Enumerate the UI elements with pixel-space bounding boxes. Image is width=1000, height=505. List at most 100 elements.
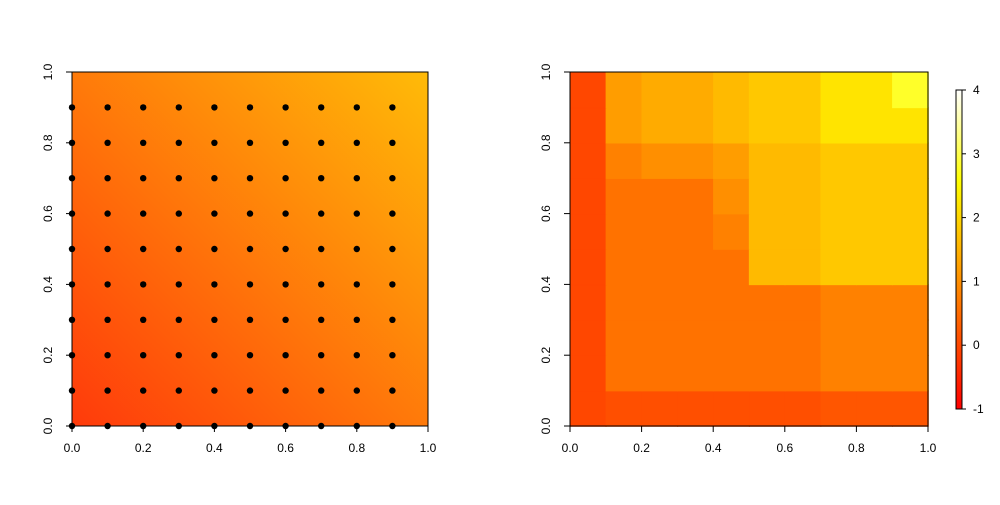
heatmap-cell [892, 355, 929, 392]
data-point [389, 245, 396, 253]
heatmap-cell [892, 390, 929, 427]
heatmap-cell [569, 390, 607, 427]
heatmap-cell [820, 248, 858, 286]
colorbar-tick-label: -1 [973, 402, 984, 416]
heatmap-cell [713, 390, 750, 427]
heatmap-cell [856, 319, 893, 356]
data-point [211, 175, 218, 182]
heatmap-cell [677, 142, 714, 179]
data-point [246, 316, 254, 323]
heatmap-cell [713, 213, 750, 250]
heatmap-cell [856, 248, 893, 286]
heatmap-cell [713, 71, 750, 109]
data-point [140, 352, 147, 359]
data-point [175, 352, 182, 359]
data-point [389, 210, 396, 217]
data-point [389, 281, 396, 288]
heatmap-cell [569, 355, 607, 392]
heatmap-cell [713, 107, 750, 144]
data-point [246, 352, 254, 359]
heatmap-cell [892, 248, 929, 286]
data-point [318, 281, 325, 288]
heatmap-cell [748, 142, 786, 179]
heatmap-cell [784, 248, 822, 286]
heatmap-cell [748, 71, 786, 109]
heatmap-cell [892, 284, 929, 321]
heatmap-cell [820, 142, 858, 179]
heatmap-cell [641, 142, 679, 179]
data-point [318, 245, 325, 253]
x-tick-label: 0.4 [705, 441, 722, 455]
data-point [246, 387, 254, 394]
heatmap-cell [748, 319, 786, 356]
data-point [246, 281, 254, 288]
heatmap-cell [784, 142, 822, 179]
data-point [140, 245, 147, 253]
data-point [104, 316, 111, 323]
x-tick-label: 0.4 [206, 441, 223, 455]
data-point [211, 316, 218, 323]
data-point [282, 139, 289, 146]
data-point [353, 245, 360, 253]
heatmap-cell [713, 355, 750, 392]
data-point [175, 104, 182, 111]
heatmap-cell [748, 355, 786, 392]
heatmap-cell [856, 142, 893, 179]
heatmap-cell [784, 213, 822, 250]
colorbar-tick-label: 4 [973, 83, 980, 97]
heatmap-cell [641, 213, 679, 250]
data-point [175, 210, 182, 217]
heatmap-cell [569, 107, 607, 144]
data-point [389, 104, 396, 111]
data-point [282, 210, 289, 217]
heatmap-cells [569, 71, 929, 427]
heatmap-cell [820, 390, 858, 427]
heatmap-cell [641, 319, 679, 356]
heatmap-cell [856, 213, 893, 250]
y-tick-label: 0.4 [539, 276, 553, 293]
data-point [246, 245, 254, 253]
data-point [318, 387, 325, 394]
heatmap-cell [892, 178, 929, 215]
y-tick-label: 0.2 [539, 347, 553, 364]
x-tick-label: 0.2 [135, 441, 152, 455]
data-point [353, 316, 360, 323]
heatmap-cell [641, 355, 679, 392]
heatmap-cell [677, 107, 714, 144]
colorbar-tick-label: 0 [973, 338, 980, 352]
heatmap-cell [713, 248, 750, 286]
y-tick-label: 0.8 [539, 134, 553, 151]
heatmap-cell [569, 178, 607, 215]
data-point [140, 104, 147, 111]
heatmap-cell [677, 390, 714, 427]
y-axis: 0.0 0.2 0.4 0.6 0.8 1.0 [41, 63, 73, 434]
y-tick-label: 0.8 [41, 134, 55, 151]
heatmap-cell [892, 142, 929, 179]
data-point [104, 245, 111, 253]
x-axis: 0.0 0.2 0.4 0.6 0.8 1.0 [562, 425, 937, 455]
heatmap-cell [605, 319, 643, 356]
data-point [104, 352, 111, 359]
data-point [389, 139, 396, 146]
x-tick-label: 1.0 [420, 441, 437, 455]
heatmap-cell [820, 284, 858, 321]
heatmap-cell [748, 284, 786, 321]
heatmap-cell [784, 319, 822, 356]
data-point [282, 245, 289, 253]
data-point [318, 104, 325, 111]
data-point [104, 175, 111, 182]
data-point [140, 316, 147, 323]
heatmap-cell [820, 319, 858, 356]
data-point [389, 316, 396, 323]
heatmap-cell [784, 178, 822, 215]
heatmap-cell [677, 178, 714, 215]
heatmap-cell [605, 390, 643, 427]
data-point [318, 139, 325, 146]
data-point [211, 210, 218, 217]
data-point [246, 210, 254, 217]
data-point [140, 281, 147, 288]
data-point [211, 139, 218, 146]
x-tick-label: 0.8 [348, 441, 365, 455]
point-grid [68, 104, 396, 430]
colorbar-ticks: -1 0 1 2 3 4 [962, 83, 984, 416]
